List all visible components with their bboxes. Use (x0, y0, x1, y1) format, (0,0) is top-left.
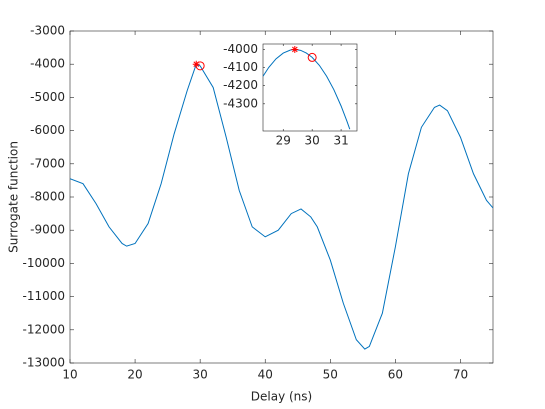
y-tick-label: -6000 (30, 123, 65, 137)
y-tick-label: -13000 (22, 356, 65, 370)
y-tick-label: -10000 (22, 256, 65, 270)
circle-marker (307, 52, 317, 62)
x-tick-label: 31 (333, 134, 348, 148)
x-tick-label: 29 (276, 134, 291, 148)
x-tick-label: 30 (305, 134, 320, 148)
y-tick-label: -8000 (30, 190, 65, 204)
x-tick-label: 20 (127, 368, 142, 382)
star-marker (291, 45, 299, 53)
plot-content (70, 60, 493, 350)
y-tick-label: -3000 (30, 24, 65, 38)
data-line (263, 48, 351, 130)
x-tick-label: 40 (258, 368, 273, 382)
y-axis-label: Surrogate function (7, 141, 21, 253)
plot-content (263, 45, 351, 130)
x-tick-label: 10 (62, 368, 77, 382)
y-tick-label: -7000 (30, 156, 65, 170)
x-tick-label: 70 (453, 368, 468, 382)
y-tick-label: -9000 (30, 223, 65, 237)
y-tick-label: -4300 (223, 96, 258, 110)
y-tick-label: -4200 (223, 78, 258, 92)
x-tick-label: 60 (388, 368, 403, 382)
y-tick-label: -4000 (30, 57, 65, 71)
circle-marker (195, 61, 205, 71)
x-tick-label: 50 (323, 368, 338, 382)
x-tick-label: 30 (193, 368, 208, 382)
plot-area (262, 43, 358, 132)
inset-chart: 29 30 31 -4300 -4200 -4100 -4000 (223, 42, 358, 148)
y-tick-label: -4100 (223, 60, 258, 74)
y-tick-label: -11000 (22, 289, 65, 303)
x-axis-label: Delay (ns) (251, 390, 312, 404)
y-tick-label: -5000 (30, 90, 65, 104)
y-tick-label: -4000 (223, 42, 258, 56)
data-line (70, 63, 493, 350)
y-tick-label: -12000 (22, 322, 65, 336)
